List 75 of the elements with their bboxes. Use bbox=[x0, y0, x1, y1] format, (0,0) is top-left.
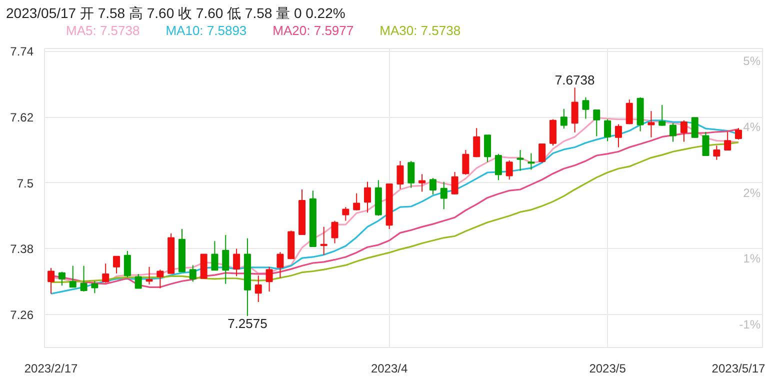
annotation: -1% bbox=[739, 318, 761, 332]
candlestick bbox=[429, 177, 436, 195]
candlestick bbox=[222, 234, 230, 284]
candlestick bbox=[484, 134, 492, 163]
candlestick bbox=[462, 149, 470, 176]
candlestick bbox=[408, 160, 415, 188]
candlestick bbox=[734, 128, 742, 140]
candlestick bbox=[58, 271, 66, 286]
annotation: 7.6738 bbox=[554, 72, 595, 88]
annotation: 4% bbox=[743, 120, 761, 134]
candlestick bbox=[331, 220, 338, 244]
annotation: 7.2575 bbox=[228, 316, 268, 331]
x-tick-label: 2023/5 bbox=[589, 362, 626, 376]
candlestick bbox=[146, 266, 153, 285]
candlestick bbox=[91, 280, 98, 294]
candlestick bbox=[134, 273, 142, 289]
candlestick bbox=[582, 96, 590, 120]
candlestick bbox=[604, 118, 612, 142]
candlestick bbox=[69, 265, 76, 288]
candlestick bbox=[396, 160, 404, 190]
candlestick bbox=[353, 192, 360, 211]
candlestick bbox=[538, 143, 546, 164]
candlestick bbox=[189, 264, 196, 282]
text: MA10: 7.5893 bbox=[166, 23, 247, 38]
candlestick bbox=[713, 145, 720, 160]
chart-title: 2023/05/17 开 7.58 高 7.60 收 7.60 低 7.58 量 0 0.22% bbox=[6, 4, 346, 23]
candlestick bbox=[440, 181, 448, 210]
candlestick bbox=[648, 110, 655, 138]
candlestick bbox=[516, 149, 524, 172]
y-tick-label: 7.74 bbox=[10, 44, 34, 59]
annotation: 5% bbox=[743, 54, 761, 68]
candlestick bbox=[156, 269, 164, 289]
candlestick bbox=[102, 263, 110, 284]
candlestick bbox=[418, 174, 426, 192]
annotation: 1% bbox=[743, 252, 761, 266]
y-tick-label: 7.38 bbox=[10, 242, 34, 256]
candlestick bbox=[614, 124, 622, 148]
candlestick bbox=[724, 131, 732, 150]
candlestick bbox=[473, 128, 480, 158]
y-tick-label: 7.26 bbox=[10, 308, 34, 322]
candlestick bbox=[276, 252, 284, 278]
text: MA5: 7.5738 bbox=[66, 23, 140, 38]
candlestick bbox=[494, 153, 502, 181]
x-tick-label: 2023/4 bbox=[370, 362, 408, 376]
candlestick bbox=[571, 87, 578, 133]
x-tick-label: 2023/2/17 bbox=[24, 362, 78, 376]
candlestick bbox=[560, 108, 568, 130]
candlestick bbox=[254, 275, 262, 302]
candlestick bbox=[593, 109, 600, 137]
candlestick bbox=[702, 131, 710, 156]
candlestick bbox=[233, 248, 240, 277]
annotation: 2% bbox=[743, 186, 761, 200]
text: MA30: 7.5738 bbox=[380, 23, 461, 38]
candlestick bbox=[658, 104, 666, 126]
candlestick bbox=[48, 267, 55, 294]
candlestick bbox=[670, 122, 677, 142]
candlestick bbox=[680, 120, 688, 142]
text: MA20: 7.5977 bbox=[272, 23, 354, 38]
candlestick bbox=[451, 171, 458, 195]
x-tick-label: 2023/5/17 bbox=[712, 362, 766, 376]
candlestick bbox=[506, 160, 513, 180]
y-tick-label: 7.5 bbox=[16, 176, 34, 190]
candlestick bbox=[320, 226, 328, 256]
candlestick bbox=[124, 250, 131, 278]
candlestick bbox=[80, 265, 88, 292]
candlestick bbox=[364, 181, 371, 214]
y-tick-label: 7.62 bbox=[10, 110, 34, 125]
candlestick bbox=[691, 117, 698, 138]
candlestick bbox=[266, 266, 273, 292]
candlestick bbox=[549, 118, 556, 146]
candlestick bbox=[626, 99, 633, 125]
candlestick bbox=[528, 152, 535, 170]
candlestick bbox=[211, 240, 218, 271]
candlestick bbox=[113, 256, 120, 274]
candlestick bbox=[342, 206, 350, 222]
